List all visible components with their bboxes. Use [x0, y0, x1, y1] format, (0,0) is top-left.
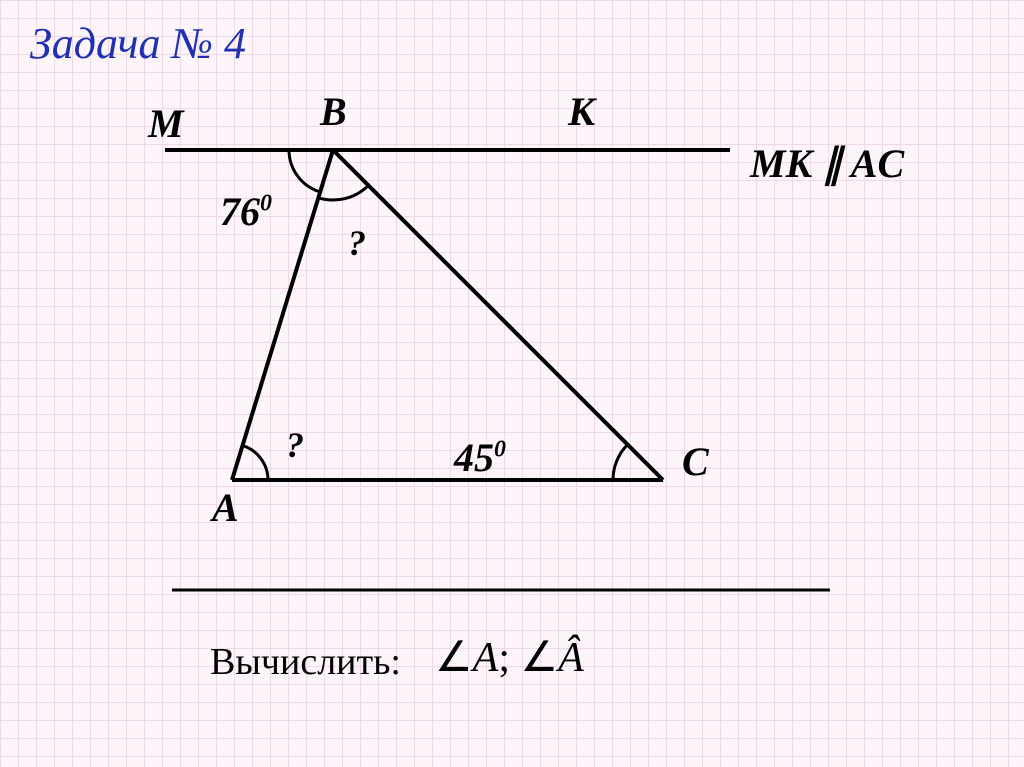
label-B: В — [320, 88, 347, 135]
arc-angle-MBA — [289, 150, 320, 192]
angle-45-sup: 0 — [494, 437, 506, 463]
label-angle-76: 760 — [220, 188, 272, 235]
angle-76-sup: 0 — [260, 191, 272, 217]
label-M: М — [148, 100, 184, 147]
label-A: A — [212, 484, 239, 531]
side-BC — [333, 150, 663, 480]
arc-angle-C — [613, 445, 628, 480]
angle-76-base: 76 — [220, 189, 260, 234]
label-question-A: ? — [286, 424, 304, 466]
label-C: С — [682, 438, 709, 485]
angle-45-base: 45 — [454, 435, 494, 480]
label-compute: Вычислить: — [210, 640, 401, 684]
arc-angle-ABC — [318, 185, 368, 200]
label-parallel: MK ∥ AC — [750, 140, 904, 187]
label-question-B: ? — [348, 222, 366, 264]
label-K: К — [568, 88, 595, 135]
label-answer: ∠A; ∠Â — [435, 632, 584, 682]
label-angle-45: 450 — [454, 434, 506, 481]
arc-angle-A — [243, 446, 269, 480]
